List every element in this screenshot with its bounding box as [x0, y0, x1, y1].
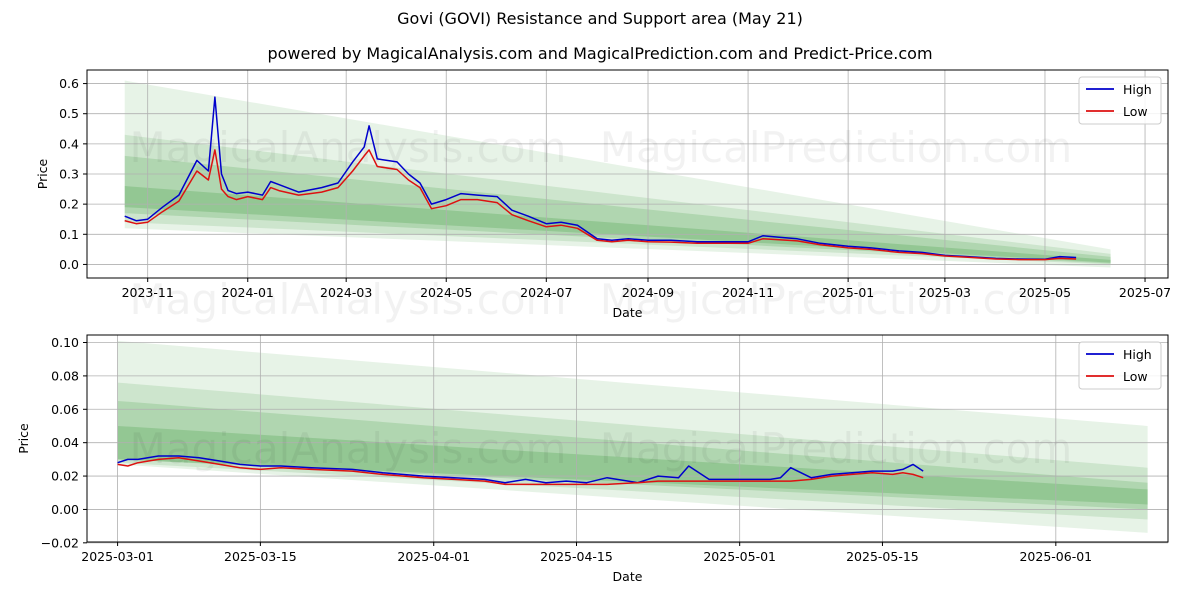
x-tick-label: 2024-05	[420, 285, 472, 300]
chart-subtitle: powered by MagicalAnalysis.com and Magic…	[267, 44, 933, 63]
x-tick-label: 2024-03	[320, 285, 372, 300]
chart-legend: High Low	[1078, 341, 1162, 390]
y-tick-label: 0.3	[59, 167, 79, 182]
watermark-right-2: MagicalPrediction.com	[600, 275, 1073, 324]
x-tick-label: 2025-04-01	[397, 549, 470, 564]
watermark-right: MagicalPrediction.com	[600, 123, 1073, 172]
legend-label-low: Low	[1123, 369, 1148, 384]
y-axis-label: Price	[35, 158, 50, 189]
chart-title: Govi (GOVI) Resistance and Support area …	[397, 9, 803, 28]
series-line-high	[124, 96, 1077, 261]
x-tick-label: 2023-11	[122, 285, 174, 300]
chart-panel-1: MagicalAnalysis.com MagicalPrediction.com…	[35, 69, 1171, 324]
x-tick-label: 2025-01	[822, 285, 874, 300]
y-tick-label: 0.02	[51, 469, 79, 484]
y-tick-label: 0.08	[51, 368, 79, 383]
series-line-low	[124, 149, 1077, 261]
y-tick-label: 0.4	[59, 136, 79, 151]
x-tick-label: 2024-09	[622, 285, 674, 300]
support-band-2	[117, 382, 1148, 520]
watermark-left: MagicalAnalysis.com	[130, 424, 567, 473]
y-tick-label: 0.04	[51, 435, 79, 450]
legend-label-high: High	[1123, 347, 1152, 362]
y-tick-label: 0.00	[51, 502, 79, 517]
y-tick-label: 0.0	[59, 257, 79, 272]
x-tick-label: 2024-11	[722, 285, 774, 300]
support-band-2	[124, 134, 1111, 265]
series-lines	[124, 96, 1077, 261]
y-tick-label: 0.6	[59, 76, 79, 91]
y-tick-label: 0.06	[51, 402, 79, 417]
x-tick-label: 2025-03-15	[224, 549, 297, 564]
x-tick-label: 2025-05	[1019, 285, 1071, 300]
series-line-high	[117, 455, 924, 484]
x-tick-label: 2025-03-01	[81, 549, 154, 564]
watermark-left-2: MagicalAnalysis.com	[130, 275, 567, 324]
support-band-4	[124, 186, 1111, 263]
support-band-4	[117, 425, 1148, 505]
watermark-right: MagicalPrediction.com	[600, 424, 1073, 473]
x-tick-label: 2024-01	[222, 285, 274, 300]
x-tick-label: 2025-05-15	[846, 549, 919, 564]
support-band-1	[117, 340, 1148, 533]
series-lines	[117, 455, 924, 486]
plot-frame	[86, 334, 1169, 543]
x-tick-label: 2024-07	[520, 285, 572, 300]
y-tick-label: −0.02	[41, 535, 79, 550]
x-tick-label: 2025-05-01	[703, 549, 776, 564]
y-axis-label: Price	[16, 423, 31, 454]
x-axis-label: Date	[613, 305, 643, 320]
x-tick-label: 2025-03	[919, 285, 971, 300]
y-tick-label: 0.5	[59, 106, 79, 121]
legend-label-high: High	[1123, 82, 1152, 97]
x-tick-label: 2025-06-01	[1019, 549, 1092, 564]
series-line-low	[117, 456, 924, 486]
chart-panel-2: MagicalAnalysis.com MagicalPrediction.com…	[16, 334, 1169, 584]
x-axis-label: Date	[613, 569, 643, 584]
support-bands	[117, 340, 1148, 533]
watermark-left: MagicalAnalysis.com	[130, 123, 567, 172]
x-tick-label: 2025-04-15	[540, 549, 613, 564]
chart-legend: High Low	[1078, 76, 1162, 125]
support-band-3	[117, 400, 1148, 510]
y-tick-label: 0.10	[51, 335, 79, 350]
y-tick-label: 0.2	[59, 197, 79, 212]
x-tick-label: 2025-07	[1119, 285, 1171, 300]
y-tick-label: 0.1	[59, 227, 79, 242]
legend-label-low: Low	[1123, 104, 1148, 119]
support-band-3	[124, 155, 1111, 264]
